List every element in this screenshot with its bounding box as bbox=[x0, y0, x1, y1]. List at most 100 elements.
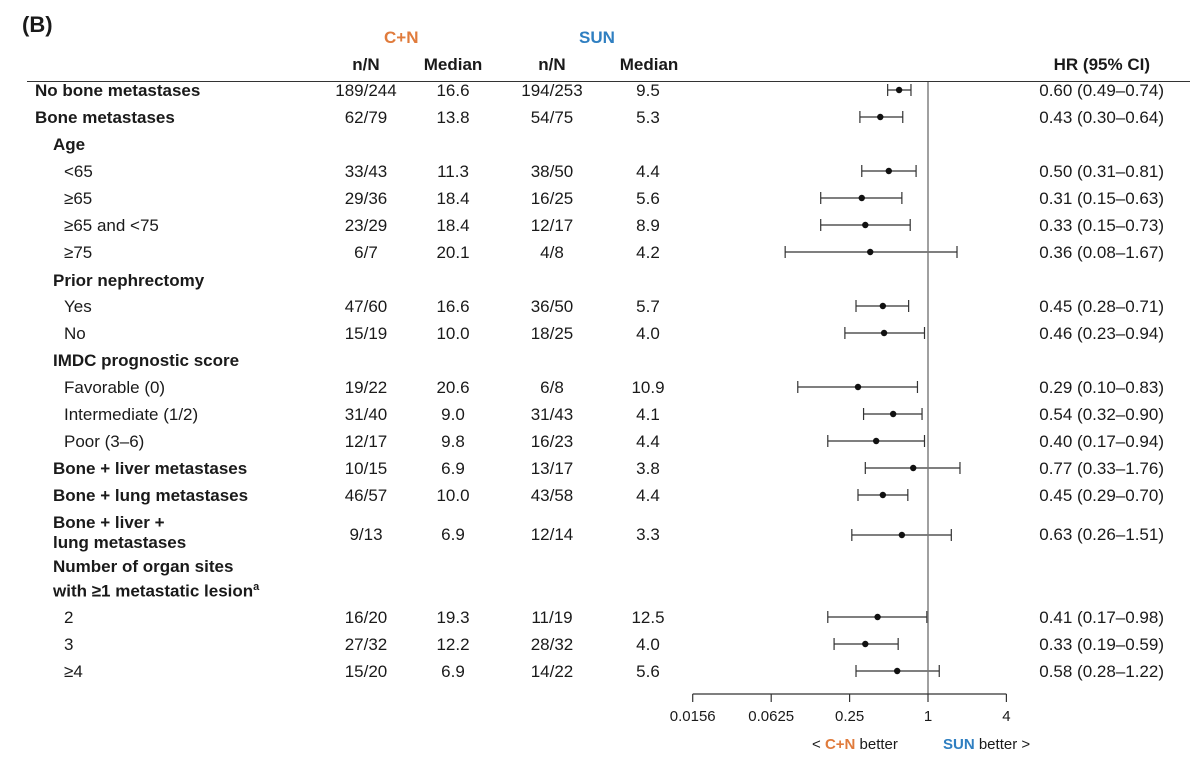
sun-events-cell: 31/43 bbox=[530, 405, 574, 424]
sun-events-cell: 16/25 bbox=[530, 189, 574, 208]
sun-median-cell: 4.2 bbox=[636, 243, 660, 262]
sun-events-cell: 12/14 bbox=[530, 525, 574, 544]
row-label: No bbox=[64, 324, 86, 344]
sun-events-cell: 14/22 bbox=[530, 662, 574, 681]
sun-median-cell: 5.6 bbox=[636, 662, 660, 681]
sun-median-cell: 9.5 bbox=[636, 81, 660, 100]
cn-median-cell: 20.6 bbox=[436, 378, 470, 397]
x-tick-label: 0.25 bbox=[835, 708, 864, 725]
row-label: No bone metastases bbox=[35, 81, 200, 101]
hr-ci-cell: 0.31 (0.15–0.63) bbox=[1039, 189, 1164, 208]
row-label: Intermediate (1/2) bbox=[64, 405, 198, 425]
cn-median-cell: 9.0 bbox=[441, 405, 465, 424]
sun-median-cell: 4.1 bbox=[636, 405, 660, 424]
row-label-line1: Poor (3–6) bbox=[64, 432, 145, 451]
row-label-line1: 2 bbox=[64, 608, 74, 627]
cn-median-cell: 16.6 bbox=[436, 297, 470, 316]
cn-events-cell: 46/57 bbox=[344, 486, 388, 505]
legend-sun-label: SUN bbox=[943, 736, 975, 753]
hr-point bbox=[910, 464, 917, 472]
row-label-line2: lung metastases bbox=[53, 533, 186, 553]
hr-point bbox=[867, 248, 874, 256]
cn-median-cell: 10.0 bbox=[436, 486, 470, 505]
sun-events-cell: 6/8 bbox=[540, 378, 564, 397]
hr-ci-cell: 0.54 (0.32–0.90) bbox=[1039, 405, 1164, 424]
forest-row-marks bbox=[862, 408, 923, 420]
sun-median-cell: 10.9 bbox=[631, 378, 665, 397]
hr-ci-cell: 0.29 (0.10–0.83) bbox=[1039, 378, 1164, 397]
row-label: Bone + lung metastases bbox=[53, 486, 248, 506]
cn-median-cell: 12.2 bbox=[436, 635, 470, 654]
row-label-line2-text: lung metastases bbox=[53, 533, 187, 552]
row-label-line1: <65 bbox=[64, 162, 93, 181]
hr-ci-cell: 0.46 (0.23–0.94) bbox=[1039, 324, 1164, 343]
row-label: Favorable (0) bbox=[64, 378, 165, 398]
row-label: Bone metastases bbox=[35, 108, 175, 128]
cn-median-cell: 13.8 bbox=[436, 108, 470, 127]
hr-ci-cell: 0.33 (0.19–0.59) bbox=[1039, 635, 1164, 654]
row-label-line2: with ≥1 metastatic lesiona bbox=[53, 577, 259, 602]
cn-events-cell: 6/7 bbox=[354, 243, 378, 262]
panel-label: (B) bbox=[22, 12, 53, 37]
row-label-line1: ≥65 and <75 bbox=[64, 216, 159, 235]
row-label-line1: IMDC prognostic score bbox=[53, 351, 240, 370]
cn-median-cell: 16.6 bbox=[436, 81, 470, 100]
row-label: Bone + liver + lung metastases bbox=[53, 513, 186, 553]
row-label-line1: Bone metastases bbox=[35, 108, 175, 127]
forest-row-marks bbox=[784, 246, 958, 258]
sun-median-cell: 8.9 bbox=[636, 216, 660, 235]
sun-median-cell: 12.5 bbox=[631, 608, 665, 627]
hr-ci-cell: 0.63 (0.26–1.51) bbox=[1039, 525, 1164, 544]
sun-nN-header: n/N bbox=[538, 55, 566, 74]
row-label: 2 bbox=[64, 608, 73, 628]
sun-median-cell: 4.0 bbox=[636, 635, 660, 654]
cn-events-cell: 9/13 bbox=[349, 525, 383, 544]
cn-better-legend: < C+N better bbox=[812, 736, 898, 753]
hr-ci-cell: 0.40 (0.17–0.94) bbox=[1039, 432, 1164, 451]
row-label-line1: ≥4 bbox=[64, 662, 83, 681]
cn-nN-header: n/N bbox=[352, 55, 380, 74]
row-label: Prior nephrectomy bbox=[53, 271, 204, 291]
row-label-line1: Bone + liver + bbox=[53, 513, 165, 532]
sun-median-cell: 4.0 bbox=[636, 324, 660, 343]
sun-events-cell: 38/50 bbox=[530, 162, 574, 181]
sun-events-cell: 194/253 bbox=[521, 81, 583, 100]
row-label-line1: Bone + lung metastases bbox=[53, 486, 249, 505]
row-label: Number of organ sites with ≥1 metastatic … bbox=[53, 557, 259, 602]
hr-point bbox=[893, 667, 901, 675]
cn-group-header: C+N bbox=[384, 28, 419, 47]
cn-median-header: Median bbox=[423, 55, 483, 74]
sun-events-cell: 11/19 bbox=[531, 608, 573, 627]
sun-events-cell: 16/23 bbox=[530, 432, 574, 451]
row-label: ≥65 and <75 bbox=[64, 216, 159, 236]
row-label: <65 bbox=[64, 162, 93, 182]
sun-median-cell: 5.3 bbox=[636, 108, 660, 127]
row-label: Poor (3–6) bbox=[64, 432, 144, 452]
row-label-line1: Number of organ sites bbox=[53, 557, 234, 576]
hr-ci-cell: 0.36 (0.08–1.67) bbox=[1039, 243, 1164, 262]
x-tick-label: 0.0625 bbox=[748, 708, 794, 725]
hr-point bbox=[889, 410, 897, 418]
forest-row-marks bbox=[833, 638, 899, 650]
hr-point bbox=[858, 194, 865, 202]
forest-row-marks bbox=[855, 300, 910, 312]
hr-point bbox=[877, 113, 884, 121]
cn-median-cell: 6.9 bbox=[441, 459, 465, 478]
row-label: 3 bbox=[64, 635, 73, 655]
row-label: ≥4 bbox=[64, 662, 83, 682]
sun-median-cell: 5.7 bbox=[636, 297, 660, 316]
cn-events-cell: 10/15 bbox=[344, 459, 388, 478]
forest-row-marks bbox=[827, 611, 928, 623]
row-label-line2-text: with ≥1 metastatic lesion bbox=[53, 581, 254, 601]
hr-ci-cell: 0.43 (0.30–0.64) bbox=[1039, 108, 1164, 127]
hr-ci-cell: 0.41 (0.17–0.98) bbox=[1039, 608, 1164, 627]
hr-point bbox=[879, 302, 887, 310]
cn-median-cell: 18.4 bbox=[436, 189, 470, 208]
forest-row-marks bbox=[859, 111, 904, 123]
cn-events-cell: 19/22 bbox=[344, 378, 388, 397]
cn-events-cell: 12/17 bbox=[344, 432, 388, 451]
sun-median-cell: 3.3 bbox=[636, 525, 660, 544]
forest-row-marks bbox=[797, 381, 919, 393]
hr-ci-cell: 0.58 (0.28–1.22) bbox=[1039, 662, 1164, 681]
